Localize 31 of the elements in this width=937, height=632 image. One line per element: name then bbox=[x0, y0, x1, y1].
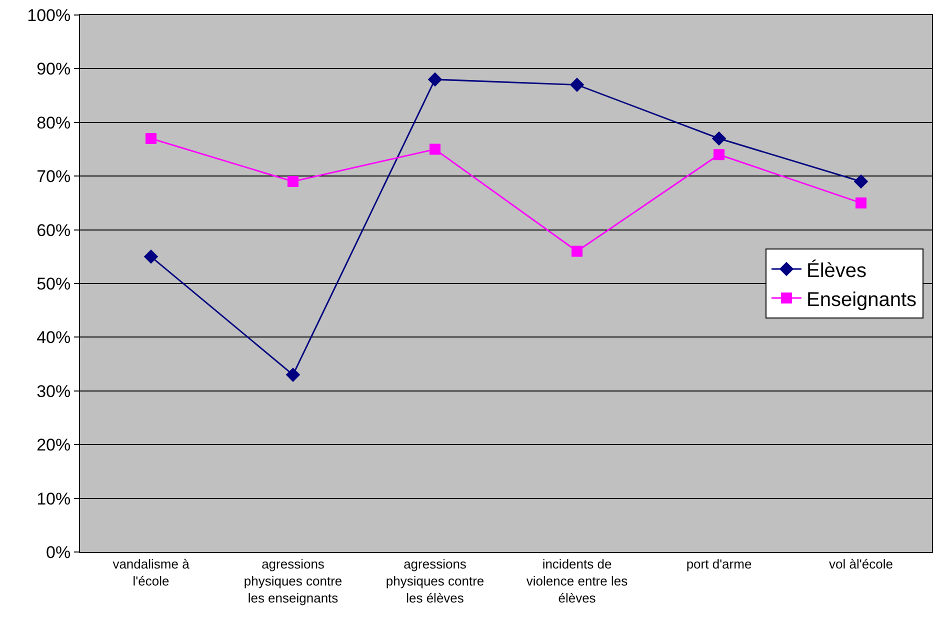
legend-label: Élèves bbox=[806, 258, 867, 282]
point bbox=[570, 78, 584, 92]
y-tick-label: 70% bbox=[36, 167, 71, 186]
y-tick-label: 40% bbox=[36, 328, 71, 348]
point bbox=[714, 149, 724, 160]
y-tick-label: 30% bbox=[36, 382, 71, 401]
point bbox=[854, 174, 868, 189]
y-tick-label: 0% bbox=[46, 542, 71, 562]
y-tick-label: 10% bbox=[36, 489, 71, 508]
point bbox=[286, 368, 300, 382]
point bbox=[856, 197, 866, 208]
point bbox=[146, 133, 156, 144]
x-tick-label: port d'arme bbox=[686, 556, 752, 572]
point bbox=[430, 144, 440, 155]
point bbox=[428, 72, 442, 87]
y-tick-label: 80% bbox=[36, 113, 71, 132]
x-tick-label: vandalisme à l'école bbox=[112, 556, 190, 588]
legend-label: Enseignants bbox=[806, 288, 917, 311]
y-tick-label: 50% bbox=[36, 274, 71, 294]
x-tick-label: vol àl'école bbox=[829, 556, 893, 572]
y-tick-label: 100% bbox=[27, 6, 71, 25]
point bbox=[572, 246, 582, 257]
point bbox=[712, 131, 726, 146]
x-tick-label: incidents de violence entre les élèves bbox=[526, 556, 628, 606]
y-tick-label: 60% bbox=[36, 220, 71, 240]
y-tick-label: 90% bbox=[36, 60, 71, 79]
point bbox=[288, 176, 298, 187]
x-tick-label: agressions physiques contre les élèves bbox=[386, 556, 484, 606]
x-tick-label: agressions physiques contre les enseignants bbox=[244, 556, 342, 606]
y-tick-label: 20% bbox=[36, 436, 71, 455]
point bbox=[144, 250, 158, 264]
